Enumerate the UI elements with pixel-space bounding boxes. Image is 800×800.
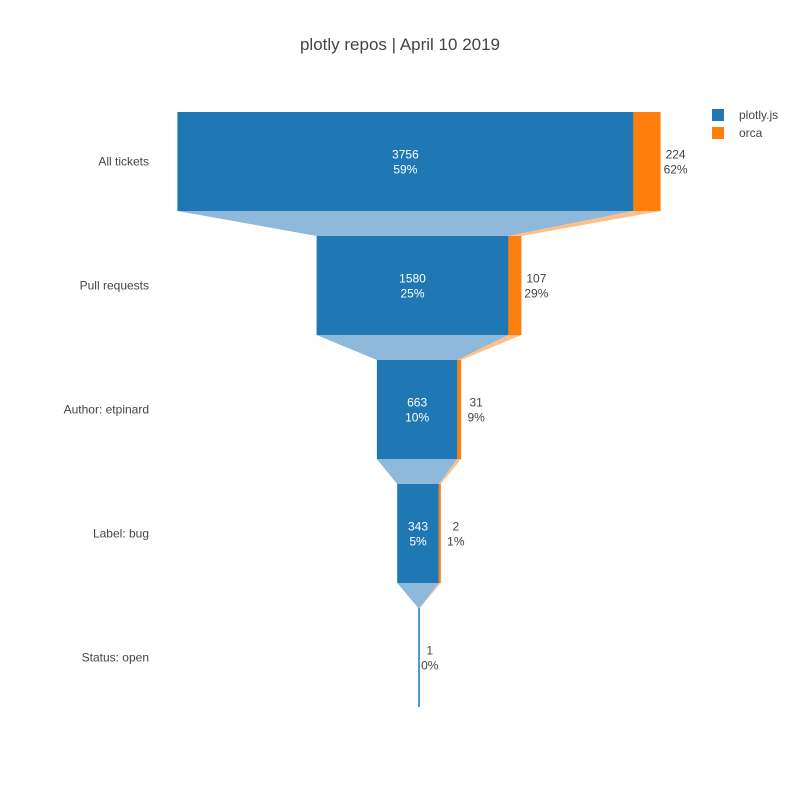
legend[interactable]: plotly.js orca (712, 108, 778, 140)
legend-item[interactable]: plotly.js (712, 108, 778, 122)
bar-plotlyjs-2[interactable] (376, 360, 458, 459)
y-axis: All tickets Pull requests Author: etpinard… (64, 155, 149, 665)
bar-orca-1[interactable] (508, 236, 522, 335)
bar-orca-2[interactable] (457, 360, 462, 459)
connector-plotlyjs-1 (316, 335, 509, 360)
connector-orca-3 (419, 583, 441, 608)
label-orca-2: 31 9% (467, 396, 485, 425)
y-tick-label: Pull requests (80, 279, 149, 293)
label-plotlyjs-2: 663 10% (405, 396, 429, 425)
bar-plotlyjs-4[interactable] (418, 608, 420, 707)
bar-plotlyjs-1[interactable] (316, 236, 509, 335)
label-plotlyjs-4: 1 0% (421, 644, 439, 673)
funnel-value-labels: 3756 59% 224 62% 1580 25% 107 29% 663 10% 31 9% 343 5… (392, 148, 688, 673)
connector-orca-1 (457, 335, 522, 360)
funnel-connectors (177, 211, 661, 608)
bar-plotlyjs-3[interactable] (397, 484, 439, 583)
legend-swatch (712, 109, 724, 121)
bar-orca-3[interactable] (438, 484, 441, 583)
y-tick-label: Status: open (82, 651, 149, 665)
connector-plotlyjs-3 (397, 583, 439, 608)
legend-label: orca (739, 126, 763, 140)
funnel-bars (177, 112, 661, 707)
label-plotlyjs-1: 1580 25% (399, 272, 426, 301)
y-tick-label: Label: bug (93, 527, 149, 541)
label-orca-1: 107 29% (524, 272, 548, 301)
connector-plotlyjs-0 (177, 211, 634, 236)
bar-orca-0[interactable] (633, 112, 661, 211)
connector-orca-0 (508, 211, 661, 236)
label-orca-3: 2 1% (447, 520, 465, 549)
bar-plotlyjs-0[interactable] (177, 112, 634, 211)
connector-orca-2 (438, 459, 462, 484)
y-tick-label: Author: etpinard (64, 403, 149, 417)
legend-item[interactable]: orca (712, 126, 763, 140)
legend-swatch (712, 127, 724, 139)
chart-title: plotly repos | April 10 2019 (300, 35, 500, 54)
connector-plotlyjs-2 (376, 459, 458, 484)
label-plotlyjs-3: 343 5% (408, 520, 428, 549)
label-orca-0: 224 62% (664, 148, 688, 177)
y-tick-label: All tickets (98, 155, 149, 169)
label-plotlyjs-0: 3756 59% (392, 148, 419, 177)
legend-label: plotly.js (739, 108, 778, 122)
